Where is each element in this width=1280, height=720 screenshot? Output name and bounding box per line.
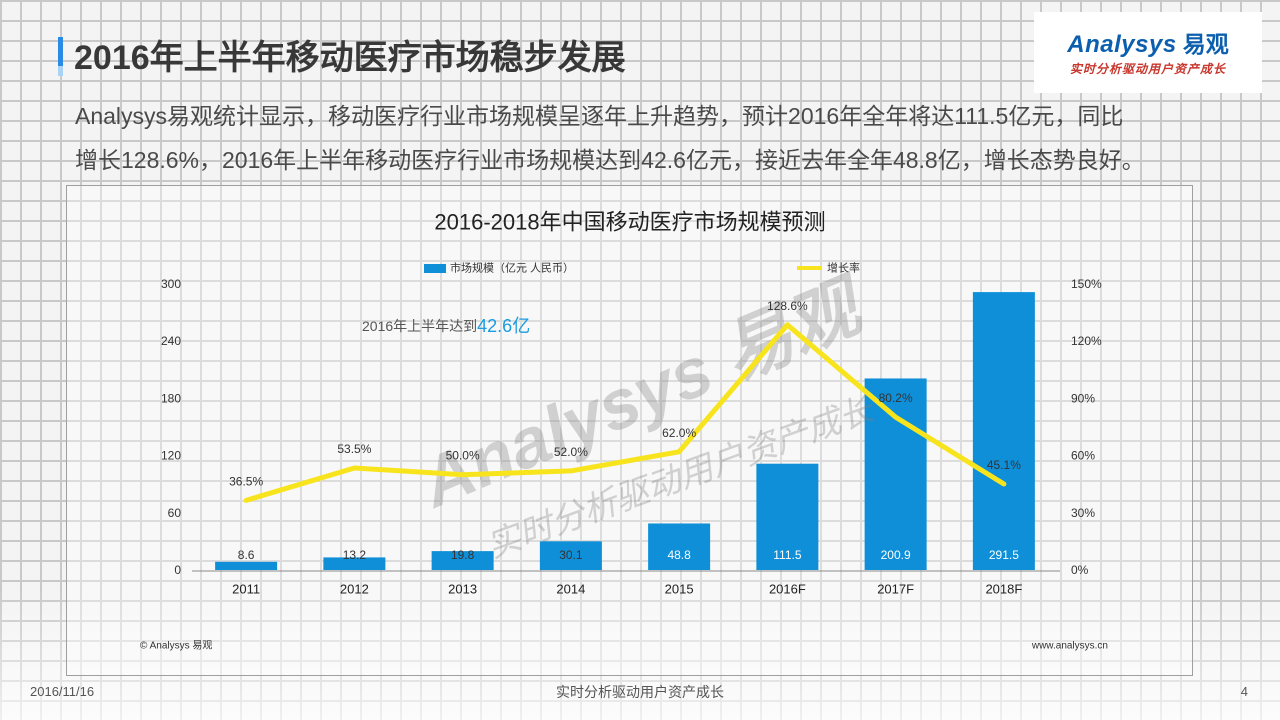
left-axis-tick-label: 120 bbox=[161, 449, 181, 463]
left-axis-tick-label: 300 bbox=[161, 277, 181, 291]
left-axis-tick-label: 240 bbox=[161, 334, 181, 348]
right-axis-tick-label: 90% bbox=[1071, 391, 1095, 405]
category-label: 2012 bbox=[340, 582, 369, 597]
market-size-bar bbox=[756, 463, 819, 570]
left-axis-tick-label: 0 bbox=[174, 563, 181, 577]
page-title: 2016年上半年移动医疗市场稳步发展 bbox=[74, 39, 626, 77]
logo-chinese-name: 易观 bbox=[1182, 31, 1229, 57]
legend-line-label: 增长率 bbox=[827, 261, 860, 275]
legend-bar-swatch bbox=[424, 264, 446, 273]
right-axis-tick-label: 30% bbox=[1071, 506, 1095, 520]
chart-legend: 市场规模（亿元 人民币） 增长率 bbox=[424, 261, 860, 275]
chart-source: © Analysys 易观 bbox=[140, 640, 212, 652]
chart-website: www.analysys.cn bbox=[1031, 641, 1108, 652]
growth-rate-labels: 36.5% 53.5% 50.0% 52.0% 62.0% 128.6% 80.2% 45.1… bbox=[229, 299, 1021, 489]
right-axis-tick-label: 60% bbox=[1071, 449, 1095, 463]
summary-line: 增长128.6%，2016年上半年移动医疗行业市场规模达到42.6亿元，接近去年… bbox=[75, 147, 1145, 173]
growth-rate-label: 62.0% bbox=[662, 426, 696, 440]
left-axis-tick-label: 180 bbox=[161, 391, 181, 405]
brand-logo: Analysys 易观 实时分析驱动用户资产成长 bbox=[1034, 12, 1262, 93]
category-label: 2017F bbox=[877, 582, 914, 597]
page-number: 4 bbox=[1240, 684, 1248, 699]
right-axis-tick-label: 0% bbox=[1071, 563, 1089, 577]
right-axis-tick-label: 120% bbox=[1071, 334, 1102, 348]
annotation-text: 2016年上半年达到 bbox=[362, 318, 477, 334]
category-label: 2015 bbox=[665, 582, 694, 597]
left-axis-tick-label: 60 bbox=[168, 506, 182, 520]
growth-rate-label: 36.5% bbox=[229, 474, 263, 488]
logo-tagline: 实时分析驱动用户资产成长 bbox=[1069, 62, 1226, 76]
bar-value-label: 19.8 bbox=[451, 548, 475, 562]
growth-rate-label: 50.0% bbox=[446, 449, 480, 463]
summary-line: Analysys易观统计显示，移动医疗行业市场规模呈逐年上升趋势，预计2016年… bbox=[75, 103, 1124, 129]
chart-annotation: 2016年上半年达到42.6亿 bbox=[362, 316, 530, 336]
title-accent-bar bbox=[58, 37, 63, 76]
bar-value-label: 13.2 bbox=[343, 548, 367, 562]
growth-rate-label: 80.2% bbox=[879, 391, 913, 405]
category-label: 2014 bbox=[556, 582, 585, 597]
market-size-bar bbox=[648, 523, 711, 570]
legend-bar-label: 市场规模（亿元 人民币） bbox=[450, 261, 574, 275]
footer-date: 2016/11/16 bbox=[30, 684, 95, 699]
category-axis: 2011 2012 2013 2014 2015 2016F 2017F 2018F bbox=[232, 582, 1022, 597]
growth-rate-label: 128.6% bbox=[767, 299, 808, 313]
market-size-bars bbox=[215, 292, 1035, 570]
category-label: 2013 bbox=[448, 582, 477, 597]
growth-rate-line bbox=[243, 322, 1007, 503]
category-label: 2011 bbox=[232, 582, 260, 597]
growth-rate-label: 52.0% bbox=[554, 445, 588, 459]
right-percent-axis: 0% 30% 60% 90% 120% 150% bbox=[1071, 277, 1102, 577]
right-axis-tick-label: 150% bbox=[1071, 277, 1102, 291]
bar-value-label: 111.5 bbox=[773, 548, 802, 562]
market-size-chart: 2016-2018年中国移动医疗市场规模预测 市场规模（亿元 人民币） 增长率 … bbox=[140, 210, 1108, 652]
footer-tagline: 实时分析驱动用户资产成长 bbox=[556, 684, 724, 700]
market-size-bar bbox=[431, 551, 494, 570]
market-size-bar bbox=[323, 557, 386, 570]
category-label: 2018F bbox=[985, 582, 1022, 597]
growth-rate-label: 45.1% bbox=[987, 458, 1021, 472]
bar-value-labels: 8.6 13.2 19.8 30.1 48.8 111.5 200.9 291.5 bbox=[238, 548, 1019, 562]
bar-value-label: 291.5 bbox=[989, 548, 1019, 562]
market-size-bar bbox=[215, 561, 278, 570]
logo-wordmark: Analysys 易观 bbox=[1034, 30, 1262, 62]
bar-value-label: 200.9 bbox=[881, 548, 911, 562]
market-size-bar bbox=[539, 541, 602, 570]
annotation-highlight: 42.6亿 bbox=[477, 316, 530, 336]
chart-title: 2016-2018年中国移动医疗市场规模预测 bbox=[434, 210, 825, 235]
category-label: 2016F bbox=[769, 582, 806, 597]
growth-rate-label: 53.5% bbox=[337, 442, 371, 456]
market-size-bar bbox=[972, 292, 1035, 570]
market-size-bar bbox=[864, 378, 927, 570]
bar-value-label: 48.8 bbox=[667, 548, 691, 562]
logo-latin-name: Analysys bbox=[1067, 31, 1177, 58]
bar-value-label: 30.1 bbox=[559, 548, 583, 562]
left-value-axis: 0 60 120 180 240 300 bbox=[161, 277, 181, 577]
bar-value-label: 8.6 bbox=[238, 548, 255, 562]
background-fade bbox=[0, 590, 1280, 720]
